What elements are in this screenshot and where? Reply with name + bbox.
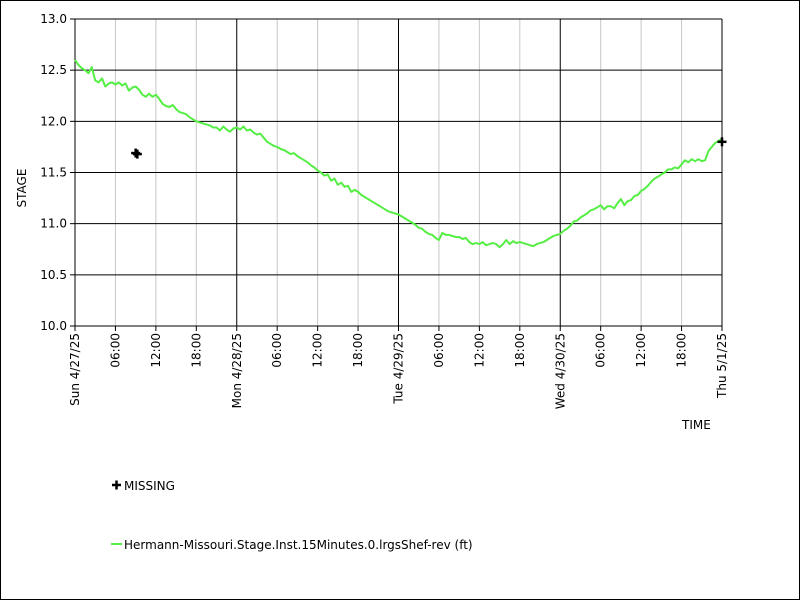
x-tick-label-6: 12:00: [311, 333, 325, 368]
x-tick-label-8: Tue 4/29/25: [392, 333, 406, 405]
legend-series-label: Hermann-Missouri.Stage.Inst.15Minutes.0.…: [124, 538, 473, 552]
series-line-0: [74, 59, 723, 249]
x-axis-title: TIME: [681, 418, 711, 432]
legend-missing: MISSING: [112, 479, 175, 493]
grid-layer: [70, 18, 723, 331]
y-axis-title: STAGE: [15, 169, 29, 208]
y-tick-label-4: 12.0: [40, 114, 67, 128]
y-tick-label-1: 10.5: [40, 268, 67, 282]
missing-marker-2: [717, 137, 727, 147]
x-tick-label-16: Thu 5/1/25: [715, 333, 729, 399]
x-tick-label-12: Wed 4/30/25: [553, 333, 567, 409]
x-tick-label-13: 06:00: [594, 333, 608, 368]
x-tick-label-10: 12:00: [472, 333, 486, 368]
x-tick-label-7: 18:00: [351, 333, 365, 368]
y-tick-label-6: 13.0: [40, 12, 67, 26]
x-tick-label-1: 06:00: [108, 333, 122, 368]
x-tick-label-5: 06:00: [270, 333, 284, 368]
series-layer: [74, 59, 723, 249]
x-tick-label-14: 12:00: [634, 333, 648, 368]
legend-missing-label: MISSING: [124, 479, 175, 493]
x-tick-labels: Sun 4/27/25 06:00 12:00 18:00 Mon 4/28/25 06:…: [68, 333, 729, 409]
x-tick-label-3: 18:00: [189, 333, 203, 368]
legend-missing-plus-icon: [112, 480, 121, 490]
y-tick-labels: 10.0 10.5 11.0 11.5 12.0 12.5 13.0: [40, 12, 67, 333]
missing-markers: [131, 137, 727, 159]
y-tick-label-2: 11.0: [40, 217, 67, 231]
x-tick-label-4: Mon 4/28/25: [230, 333, 244, 408]
x-tick-label-15: 18:00: [675, 333, 689, 368]
x-tick-label-9: 06:00: [432, 333, 446, 368]
missing-marker-1: [132, 149, 142, 159]
x-tick-label-11: 18:00: [513, 333, 527, 368]
x-tick-label-0: Sun 4/27/25: [68, 333, 82, 406]
y-tick-label-0: 10.0: [40, 319, 67, 333]
legend-series: Hermann-Missouri.Stage.Inst.15Minutes.0.…: [111, 538, 473, 552]
y-tick-label-3: 11.5: [40, 166, 67, 180]
x-tick-label-2: 12:00: [149, 333, 163, 368]
y-tick-label-5: 12.5: [40, 63, 67, 77]
